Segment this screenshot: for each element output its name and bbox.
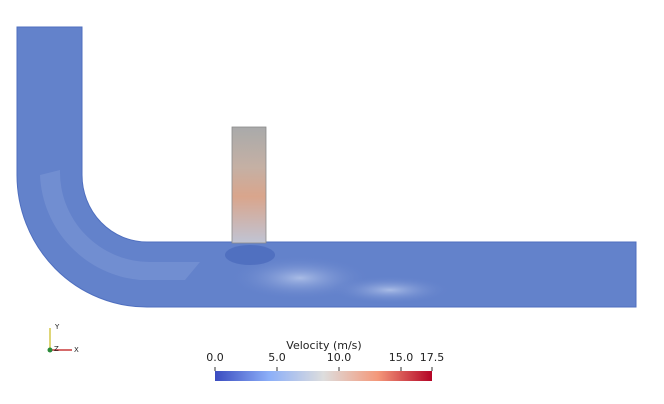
axis-label: Y: [54, 323, 60, 331]
branch-pipe: [231, 126, 267, 244]
colorbar: [215, 371, 432, 381]
colorbar-tick-label: 15.0: [389, 351, 414, 364]
pipe-geometry: [16, 26, 637, 308]
colorbar-tick-label: 0.0: [206, 351, 224, 364]
flow-region: [40, 170, 200, 280]
axis-label: Z: [54, 345, 59, 353]
colorbar-tick-label: 10.0: [327, 351, 352, 364]
z-axis-dot: [47, 347, 53, 353]
pipe: [16, 26, 637, 308]
axes-triad: Y Z X: [47, 323, 79, 354]
colorbar-tick-label: 5.0: [268, 351, 286, 364]
colorbar-tick-label: 17.5: [420, 351, 445, 364]
flow-region: [225, 245, 275, 265]
axis-label: X: [74, 346, 79, 354]
colorbar-title: Velocity (m/s): [286, 339, 361, 352]
flow-region: [330, 276, 450, 304]
